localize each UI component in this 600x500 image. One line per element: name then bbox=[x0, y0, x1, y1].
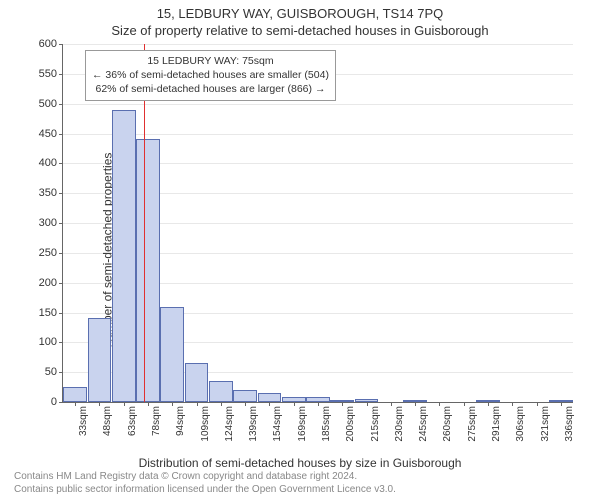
xtick-mark bbox=[124, 402, 125, 406]
ytick-mark bbox=[59, 44, 63, 45]
plot: 15 LEDBURY WAY: 75sqm ← 36% of semi-deta… bbox=[62, 44, 573, 403]
chart-title: 15, LEDBURY WAY, GUISBOROUGH, TS14 7PQ bbox=[0, 0, 600, 21]
ytick-mark bbox=[59, 193, 63, 194]
ytick-label: 600 bbox=[39, 38, 57, 50]
xtick-mark bbox=[172, 402, 173, 406]
xtick-mark bbox=[367, 402, 368, 406]
xtick-label: 124sqm bbox=[224, 406, 235, 442]
xtick-label: 109sqm bbox=[200, 406, 211, 442]
ytick-label: 250 bbox=[39, 247, 57, 259]
ytick-label: 500 bbox=[39, 98, 57, 110]
bar bbox=[209, 381, 233, 402]
xtick-label: 260sqm bbox=[442, 406, 453, 442]
ytick-label: 200 bbox=[39, 277, 57, 289]
xtick-label: 275sqm bbox=[467, 406, 478, 442]
bar bbox=[258, 393, 282, 402]
ytick-label: 0 bbox=[51, 396, 57, 408]
ytick-mark bbox=[59, 223, 63, 224]
xtick-label: 230sqm bbox=[394, 406, 405, 442]
annotation-line-2: ← 36% of semi-detached houses are smalle… bbox=[92, 68, 329, 82]
xtick-mark bbox=[245, 402, 246, 406]
xtick-label: 48sqm bbox=[102, 406, 113, 436]
xtick-label: 336sqm bbox=[564, 406, 575, 442]
ytick-mark bbox=[59, 283, 63, 284]
attribution: Contains HM Land Registry data © Crown c… bbox=[14, 471, 396, 496]
attribution-line-1: Contains HM Land Registry data © Crown c… bbox=[14, 471, 396, 484]
annotation-box: 15 LEDBURY WAY: 75sqm ← 36% of semi-deta… bbox=[85, 50, 336, 101]
plot-area: 15 LEDBURY WAY: 75sqm ← 36% of semi-deta… bbox=[62, 44, 572, 402]
ytick-mark bbox=[59, 372, 63, 373]
chart-subtitle: Size of property relative to semi-detach… bbox=[0, 21, 600, 38]
ytick-label: 100 bbox=[39, 336, 57, 348]
xtick-label: 200sqm bbox=[345, 406, 356, 442]
xtick-mark bbox=[464, 402, 465, 406]
xtick-mark bbox=[488, 402, 489, 406]
xtick-mark bbox=[148, 402, 149, 406]
xtick-label: 306sqm bbox=[515, 406, 526, 442]
xtick-mark bbox=[221, 402, 222, 406]
xtick-mark bbox=[512, 402, 513, 406]
gridline bbox=[63, 44, 573, 45]
ytick-mark bbox=[59, 402, 63, 403]
ytick-label: 550 bbox=[39, 68, 57, 80]
bar bbox=[160, 307, 184, 402]
xtick-mark bbox=[269, 402, 270, 406]
xtick-label: 94sqm bbox=[175, 406, 186, 436]
annotation-line-1: 15 LEDBURY WAY: 75sqm bbox=[92, 54, 329, 68]
xtick-label: 154sqm bbox=[272, 406, 283, 442]
gridline bbox=[63, 104, 573, 105]
xtick-label: 63sqm bbox=[127, 406, 138, 436]
bar bbox=[185, 363, 209, 402]
gridline bbox=[63, 134, 573, 135]
xtick-mark bbox=[197, 402, 198, 406]
xtick-mark bbox=[561, 402, 562, 406]
ytick-mark bbox=[59, 134, 63, 135]
xtick-label: 245sqm bbox=[418, 406, 429, 442]
xtick-mark bbox=[537, 402, 538, 406]
bar bbox=[233, 390, 257, 402]
xtick-label: 321sqm bbox=[540, 406, 551, 442]
xtick-mark bbox=[99, 402, 100, 406]
ytick-mark bbox=[59, 313, 63, 314]
bar bbox=[112, 110, 136, 402]
xtick-mark bbox=[318, 402, 319, 406]
ytick-label: 350 bbox=[39, 187, 57, 199]
ytick-mark bbox=[59, 163, 63, 164]
xtick-mark bbox=[391, 402, 392, 406]
ytick-mark bbox=[59, 342, 63, 343]
annotation-line-3: 62% of semi-detached houses are larger (… bbox=[92, 82, 329, 96]
bar bbox=[88, 318, 112, 402]
ytick-label: 300 bbox=[39, 217, 57, 229]
xtick-label: 169sqm bbox=[297, 406, 308, 442]
ytick-mark bbox=[59, 253, 63, 254]
xtick-mark bbox=[439, 402, 440, 406]
ytick-label: 400 bbox=[39, 157, 57, 169]
attribution-line-2: Contains public sector information licen… bbox=[14, 484, 396, 497]
xtick-mark bbox=[75, 402, 76, 406]
bar bbox=[63, 387, 87, 402]
xtick-label: 215sqm bbox=[370, 406, 381, 442]
xtick-label: 139sqm bbox=[248, 406, 259, 442]
x-axis-label: Distribution of semi-detached houses by … bbox=[0, 456, 600, 470]
xtick-label: 185sqm bbox=[321, 406, 332, 442]
ytick-mark bbox=[59, 74, 63, 75]
ytick-mark bbox=[59, 104, 63, 105]
xtick-mark bbox=[294, 402, 295, 406]
xtick-label: 33sqm bbox=[78, 406, 89, 436]
chart-container: 15, LEDBURY WAY, GUISBOROUGH, TS14 7PQ S… bbox=[0, 0, 600, 500]
xtick-mark bbox=[342, 402, 343, 406]
bar bbox=[136, 139, 160, 402]
xtick-label: 78sqm bbox=[151, 406, 162, 436]
ytick-label: 450 bbox=[39, 128, 57, 140]
ytick-label: 150 bbox=[39, 307, 57, 319]
xtick-mark bbox=[415, 402, 416, 406]
ytick-label: 50 bbox=[45, 366, 57, 378]
xtick-label: 291sqm bbox=[491, 406, 502, 442]
